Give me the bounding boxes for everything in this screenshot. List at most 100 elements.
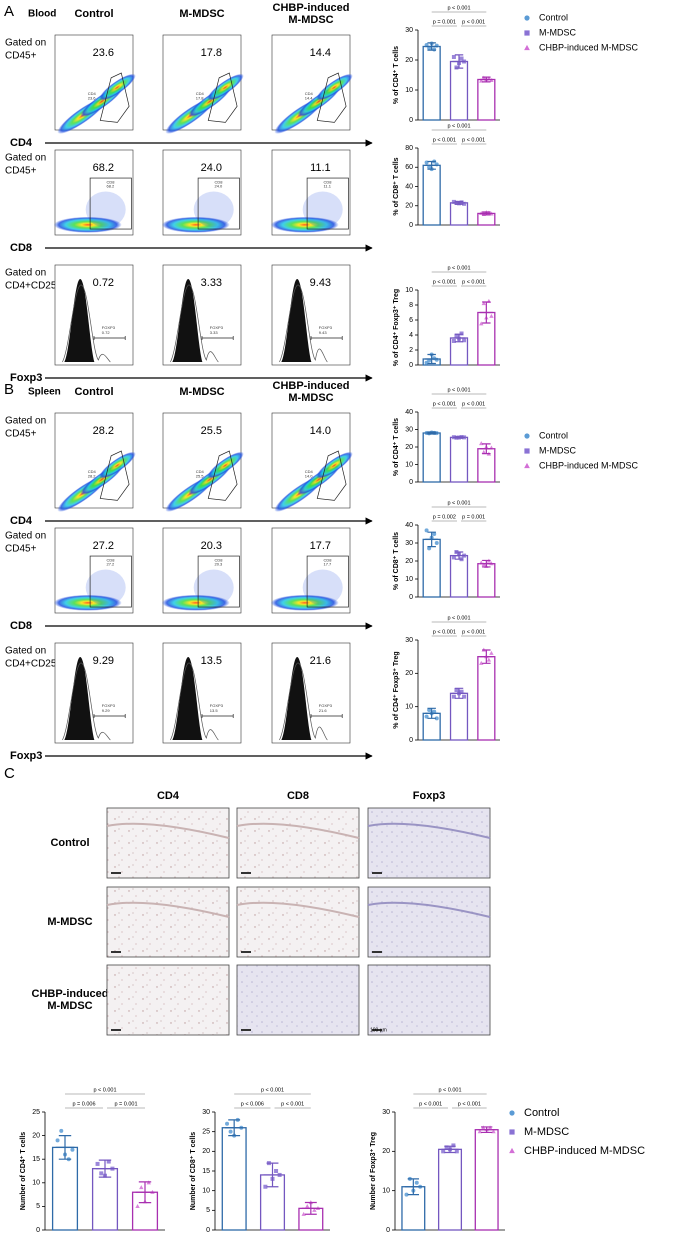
bar bbox=[449, 202, 469, 226]
legend-marker bbox=[524, 15, 530, 21]
gate-percent: 25.5 bbox=[201, 425, 222, 437]
gate bbox=[310, 714, 343, 718]
column-header: M-MDSC bbox=[179, 386, 224, 398]
data-point bbox=[404, 1192, 409, 1197]
density bbox=[302, 569, 343, 606]
gate-name: CD8 bbox=[214, 179, 223, 184]
y-tick-label: 10 bbox=[405, 87, 413, 94]
p-value: p < 0.001 bbox=[438, 1087, 461, 1093]
legend-label: Control bbox=[539, 430, 568, 440]
gate-value: 9.29 bbox=[102, 708, 111, 713]
gate-value: 3.33 bbox=[210, 330, 219, 335]
ihc-image bbox=[236, 964, 360, 1036]
data-point bbox=[414, 1180, 419, 1185]
gate-value: 9.43 bbox=[319, 330, 328, 335]
gate-label: CD45+ bbox=[5, 429, 37, 440]
data-point bbox=[486, 657, 492, 662]
gate bbox=[89, 555, 132, 608]
bar bbox=[449, 692, 469, 741]
legend-label: Control bbox=[539, 12, 568, 22]
histogram-outline bbox=[170, 662, 219, 741]
error-bar bbox=[452, 333, 466, 343]
legend-marker bbox=[524, 448, 530, 454]
y-axis-label: % of CD4⁺ Foxp3⁺ Treg bbox=[393, 289, 400, 366]
legend-label: CHBP-induced M-MDSC bbox=[539, 460, 639, 470]
y-axis-label: % of CD8⁺ T cells bbox=[393, 157, 400, 215]
gate bbox=[316, 450, 347, 501]
y-tick-label: 4 bbox=[409, 332, 413, 339]
gate-value: 28.2 bbox=[88, 474, 97, 479]
y-tick-label: 20 bbox=[382, 1148, 390, 1155]
bar bbox=[474, 1129, 499, 1231]
gate-value: 23.6 bbox=[88, 96, 97, 101]
p-value: p < 0.001 bbox=[261, 1087, 284, 1093]
histogram-outline bbox=[62, 284, 111, 363]
legend-label: M-MDSC bbox=[539, 445, 576, 455]
p-value: p < 0.001 bbox=[447, 5, 470, 11]
data-point bbox=[481, 301, 486, 306]
scale-bar bbox=[111, 951, 121, 953]
histogram bbox=[172, 656, 203, 740]
legend-label: M-MDSC bbox=[539, 27, 576, 37]
data-point bbox=[225, 1121, 230, 1126]
y-tick-label: 30 bbox=[382, 1109, 390, 1116]
gate-value: 24.0 bbox=[214, 184, 223, 189]
p-value: p < 0.001 bbox=[433, 401, 456, 407]
error-bar bbox=[452, 200, 466, 205]
p-value: p < 0.001 bbox=[433, 279, 456, 285]
density bbox=[207, 73, 244, 101]
density bbox=[316, 451, 353, 479]
gate-percent: 68.2 bbox=[93, 162, 114, 174]
data-point bbox=[95, 1161, 100, 1166]
density bbox=[193, 569, 234, 606]
gate-name: CD8 bbox=[106, 179, 115, 184]
legend-marker bbox=[509, 1110, 515, 1116]
p-value: p = 0.001 bbox=[433, 19, 456, 25]
scale-bar bbox=[241, 872, 251, 874]
gate-name: CD8 bbox=[323, 557, 332, 562]
gate bbox=[93, 714, 126, 718]
error-bar bbox=[478, 1126, 496, 1134]
ihc-image bbox=[106, 964, 230, 1036]
error-bar bbox=[425, 707, 439, 719]
legend-label: Control bbox=[524, 1107, 559, 1119]
row-label: M-MDSC bbox=[47, 916, 92, 928]
data-point bbox=[454, 1149, 459, 1154]
y-tick-label: 5 bbox=[206, 1207, 210, 1214]
y-axis-label: Number of Foxp3⁺ Treg bbox=[370, 1132, 377, 1210]
axis-label: CD4 bbox=[10, 137, 33, 149]
gate-value: 17.8 bbox=[196, 96, 205, 101]
gate-percent: 17.7 bbox=[310, 540, 331, 552]
histogram bbox=[281, 656, 312, 740]
y-tick-label: 15 bbox=[202, 1168, 210, 1175]
p-value: p < 0.001 bbox=[447, 265, 470, 271]
gate-name: CD8 bbox=[323, 179, 332, 184]
gate-value: 17.7 bbox=[323, 562, 332, 567]
data-point bbox=[427, 708, 432, 712]
gate-label: Gated on bbox=[5, 153, 46, 164]
y-tick-label: 0 bbox=[409, 362, 413, 369]
gate-name: CD4 bbox=[196, 91, 205, 96]
y-tick-label: 0 bbox=[409, 222, 413, 229]
y-axis-label: % of CD4⁺ Foxp3⁺ Treg bbox=[393, 651, 400, 728]
error-bar bbox=[479, 76, 493, 83]
gate bbox=[201, 336, 234, 340]
bar bbox=[437, 1148, 463, 1231]
column-header: CD4 bbox=[157, 790, 180, 802]
data-point bbox=[451, 199, 456, 204]
p-value: p < 0.001 bbox=[419, 1101, 442, 1107]
column-header: CHBP-induced bbox=[273, 2, 350, 14]
bar bbox=[422, 164, 441, 226]
error-bar bbox=[404, 1178, 422, 1196]
density bbox=[302, 191, 343, 228]
column-header: M-MDSC bbox=[179, 8, 224, 20]
gate bbox=[89, 177, 132, 230]
axis-label: CD8 bbox=[10, 242, 32, 254]
scale-bar bbox=[111, 1029, 121, 1031]
